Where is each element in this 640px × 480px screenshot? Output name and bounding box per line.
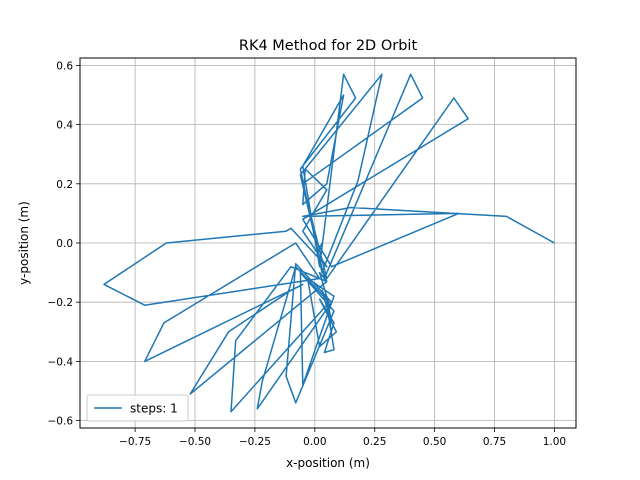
x-tick-label: 0.75 bbox=[483, 436, 506, 448]
x-axis-label: x-position (m) bbox=[286, 456, 370, 470]
y-tick-label: 0.6 bbox=[56, 60, 73, 72]
x-tick-label: −0.75 bbox=[119, 436, 151, 448]
y-axis-label: y-position (m) bbox=[17, 201, 31, 285]
x-tick-label: −0.25 bbox=[239, 436, 271, 448]
y-axis-ticks: −0.6 −0.4 −0.2 0.0 0.2 0.4 0.6 bbox=[48, 60, 80, 428]
y-tick-label: −0.4 bbox=[48, 356, 74, 368]
series-layer bbox=[103, 73, 555, 413]
legend: steps: 1 bbox=[86, 394, 189, 422]
y-tick-label: −0.6 bbox=[48, 416, 74, 428]
y-tick-label: 0.0 bbox=[56, 238, 73, 250]
x-tick-label: −0.50 bbox=[179, 436, 211, 448]
x-tick-label: 0.00 bbox=[303, 436, 326, 448]
series-line bbox=[103, 73, 555, 413]
y-tick-label: −0.2 bbox=[48, 297, 74, 309]
x-tick-label: 0.25 bbox=[363, 436, 386, 448]
y-tick-label: 0.4 bbox=[56, 120, 73, 132]
chart-title: RK4 Method for 2D Orbit bbox=[239, 38, 418, 54]
x-tick-label: 0.50 bbox=[423, 436, 446, 448]
x-tick-label: 1.00 bbox=[543, 436, 566, 448]
y-tick-label: 0.2 bbox=[56, 179, 73, 191]
x-axis-ticks: −0.75 −0.50 −0.25 0.00 0.25 0.50 0.75 1.00 bbox=[119, 428, 566, 448]
legend-label: steps: 1 bbox=[130, 402, 178, 416]
legend-box bbox=[86, 394, 189, 422]
